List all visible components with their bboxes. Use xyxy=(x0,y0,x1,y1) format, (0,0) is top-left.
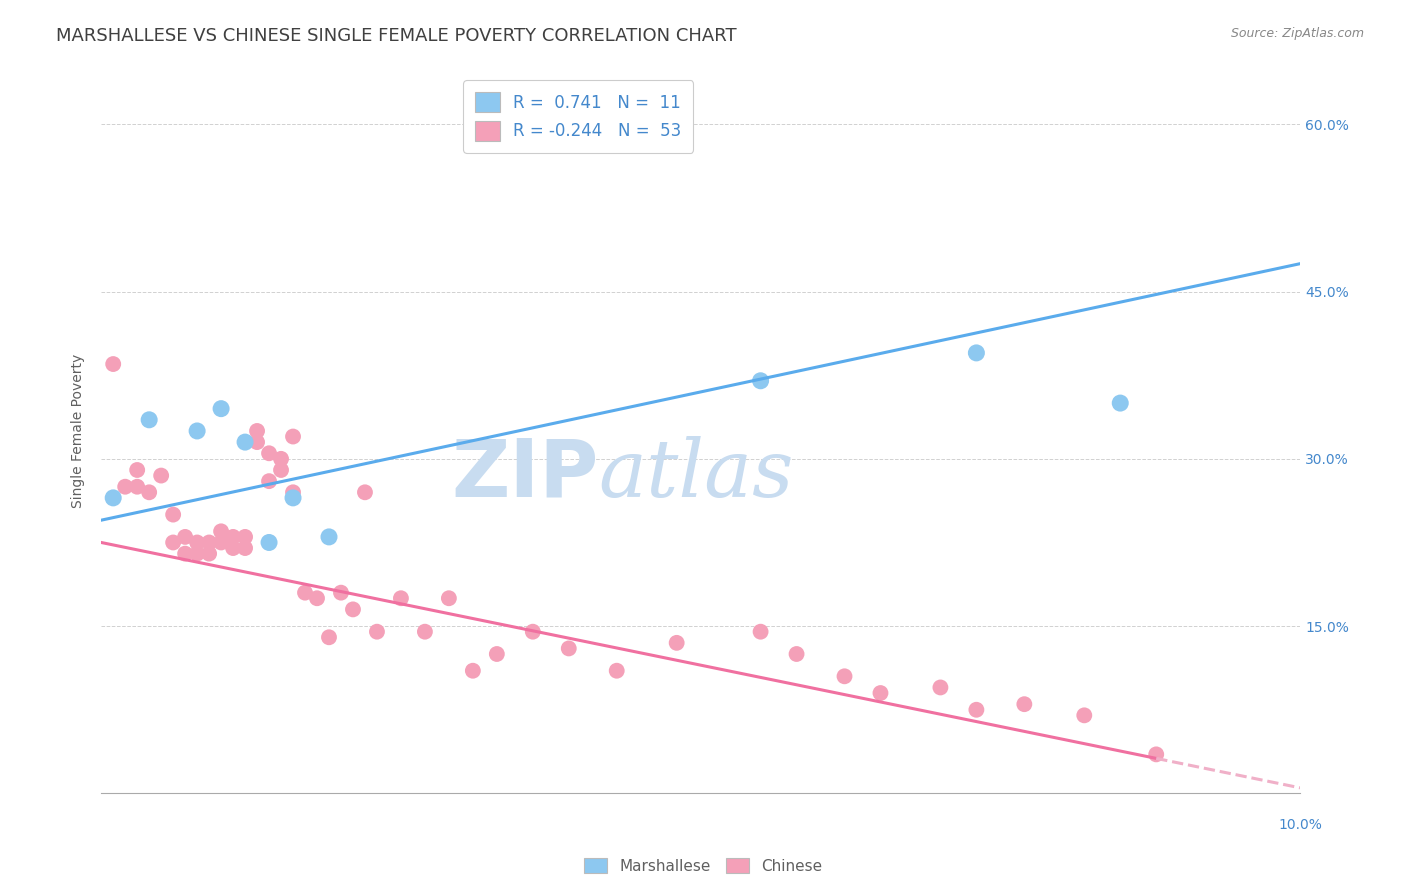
Point xyxy=(749,374,772,388)
Point xyxy=(749,624,772,639)
Point xyxy=(1014,697,1036,711)
Point xyxy=(834,669,856,683)
Point xyxy=(786,647,808,661)
Point xyxy=(209,535,232,549)
Text: MARSHALLESE VS CHINESE SINGLE FEMALE POVERTY CORRELATION CHART: MARSHALLESE VS CHINESE SINGLE FEMALE POV… xyxy=(56,27,737,45)
Point xyxy=(257,535,280,549)
Point xyxy=(222,541,245,555)
Point xyxy=(330,585,353,599)
Point xyxy=(965,346,987,360)
Point xyxy=(869,686,891,700)
Point xyxy=(103,491,125,505)
Point xyxy=(354,485,377,500)
Point xyxy=(209,524,232,539)
Point xyxy=(198,535,221,549)
Point xyxy=(114,480,136,494)
Point xyxy=(270,463,292,477)
Point xyxy=(1109,396,1132,410)
Text: atlas: atlas xyxy=(599,435,794,513)
Y-axis label: Single Female Poverty: Single Female Poverty xyxy=(72,354,86,508)
Point xyxy=(246,424,269,438)
Point xyxy=(233,435,256,450)
Point xyxy=(150,468,173,483)
Point xyxy=(257,446,280,460)
Point xyxy=(305,591,328,606)
Point xyxy=(281,485,304,500)
Point xyxy=(437,591,460,606)
Point xyxy=(127,480,149,494)
Point xyxy=(257,474,280,488)
Point xyxy=(461,664,484,678)
Point xyxy=(198,547,221,561)
Point xyxy=(233,541,256,555)
Point xyxy=(965,703,987,717)
Point xyxy=(929,681,952,695)
Text: 10.0%: 10.0% xyxy=(1278,818,1322,832)
Point xyxy=(127,463,149,477)
Point xyxy=(246,435,269,450)
Point xyxy=(318,630,340,644)
Point xyxy=(366,624,388,639)
Point xyxy=(342,602,364,616)
Point xyxy=(281,429,304,443)
Point xyxy=(162,508,184,522)
Point xyxy=(174,530,197,544)
Point xyxy=(186,535,208,549)
Point xyxy=(1144,747,1167,762)
Point xyxy=(413,624,436,639)
Legend: R =  0.741   N =  11, R = -0.244   N =  53: R = 0.741 N = 11, R = -0.244 N = 53 xyxy=(463,80,693,153)
Point xyxy=(138,413,160,427)
Point xyxy=(281,491,304,505)
Point xyxy=(522,624,544,639)
Text: ZIP: ZIP xyxy=(451,435,599,514)
Point xyxy=(174,547,197,561)
Point xyxy=(138,485,160,500)
Point xyxy=(186,424,208,438)
Point xyxy=(606,664,628,678)
Point xyxy=(186,547,208,561)
Point xyxy=(485,647,508,661)
Point xyxy=(270,451,292,466)
Point xyxy=(209,401,232,416)
Legend: Marshallese, Chinese: Marshallese, Chinese xyxy=(578,852,828,880)
Point xyxy=(1073,708,1095,723)
Point xyxy=(294,585,316,599)
Point xyxy=(233,530,256,544)
Point xyxy=(318,530,340,544)
Point xyxy=(389,591,412,606)
Point xyxy=(162,535,184,549)
Point xyxy=(665,636,688,650)
Point xyxy=(222,530,245,544)
Point xyxy=(103,357,125,371)
Text: Source: ZipAtlas.com: Source: ZipAtlas.com xyxy=(1230,27,1364,40)
Point xyxy=(558,641,581,656)
